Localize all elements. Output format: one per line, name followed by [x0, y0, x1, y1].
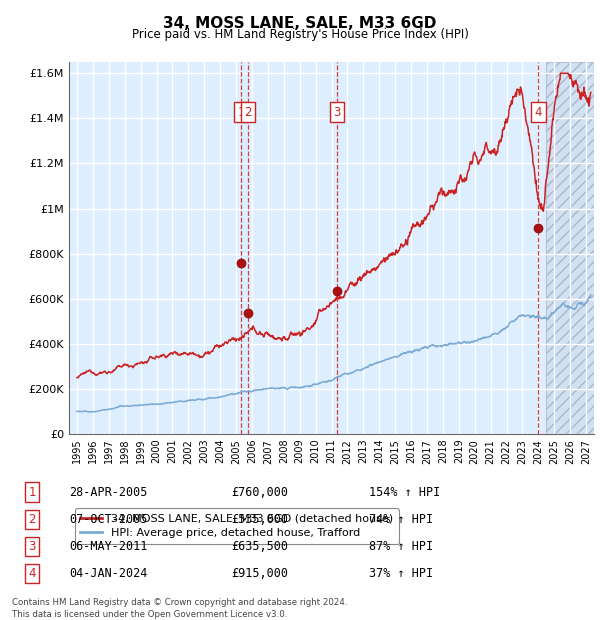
Text: £915,000: £915,000 [231, 567, 288, 580]
Text: 4: 4 [28, 567, 36, 580]
Text: 4: 4 [535, 106, 542, 118]
Text: 2: 2 [245, 106, 252, 118]
Text: 3: 3 [334, 106, 341, 118]
Text: 154% ↑ HPI: 154% ↑ HPI [369, 486, 440, 498]
Text: £535,000: £535,000 [231, 513, 288, 526]
Text: 06-MAY-2011: 06-MAY-2011 [70, 540, 148, 553]
Text: 74% ↑ HPI: 74% ↑ HPI [369, 513, 433, 526]
Text: Price paid vs. HM Land Registry's House Price Index (HPI): Price paid vs. HM Land Registry's House … [131, 28, 469, 41]
Text: £760,000: £760,000 [231, 486, 288, 498]
Text: 04-JAN-2024: 04-JAN-2024 [70, 567, 148, 580]
Text: 07-OCT-2005: 07-OCT-2005 [70, 513, 148, 526]
Text: 37% ↑ HPI: 37% ↑ HPI [369, 567, 433, 580]
Text: 3: 3 [28, 540, 36, 553]
Text: 34, MOSS LANE, SALE, M33 6GD: 34, MOSS LANE, SALE, M33 6GD [163, 16, 437, 30]
Text: 28-APR-2005: 28-APR-2005 [70, 486, 148, 498]
Text: Contains HM Land Registry data © Crown copyright and database right 2024.
This d: Contains HM Land Registry data © Crown c… [12, 598, 347, 619]
Bar [546, 62, 594, 434]
Text: 1: 1 [28, 486, 36, 498]
Text: 87% ↑ HPI: 87% ↑ HPI [369, 540, 433, 553]
Text: 2: 2 [28, 513, 36, 526]
Bar [546, 62, 594, 434]
Text: 1: 1 [238, 106, 245, 118]
Text: £635,500: £635,500 [231, 540, 288, 553]
Legend: 34, MOSS LANE, SALE, M33 6GD (detached house), HPI: Average price, detached hous: 34, MOSS LANE, SALE, M33 6GD (detached h… [74, 508, 399, 544]
